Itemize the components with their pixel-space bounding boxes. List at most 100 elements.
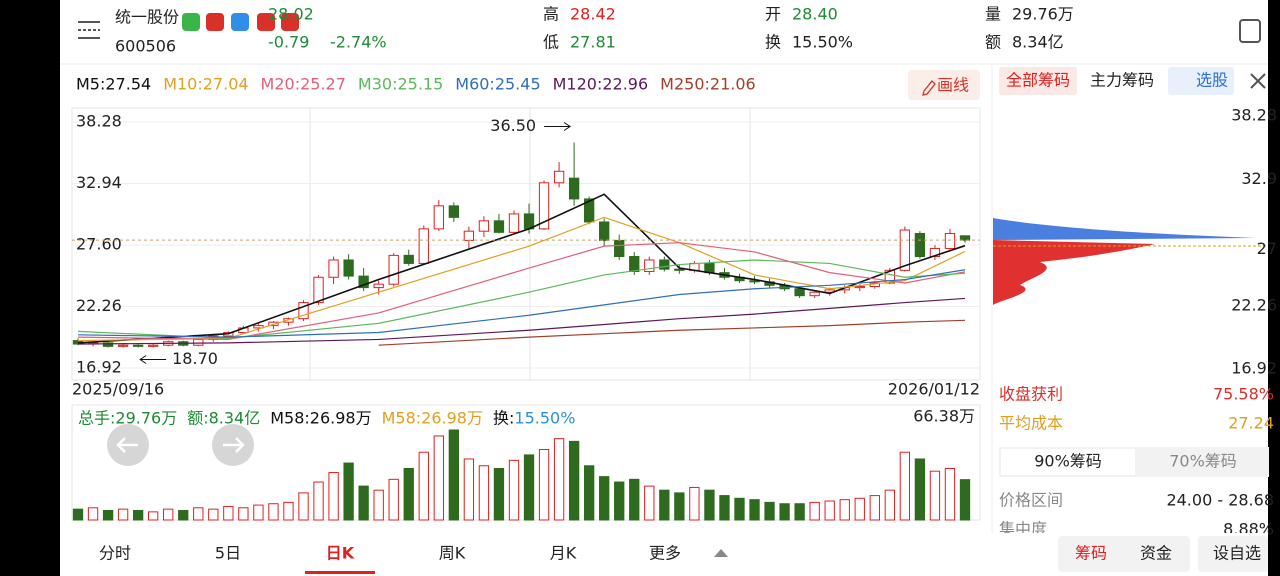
stat-value: 28.40 (792, 5, 838, 24)
ma-line (378, 319, 966, 346)
stat-value: 15.50% (792, 33, 853, 52)
period-tab[interactable]: 更多 (649, 544, 681, 563)
volume-bar (87, 507, 99, 521)
period-tab[interactable]: 日K (326, 544, 355, 563)
tab-bg (1168, 67, 1234, 95)
volume-bar (313, 481, 324, 521)
volume-legend: 换: (493, 409, 514, 428)
period-tab[interactable]: 5日 (215, 544, 241, 563)
detail-value: 24.00 - 28.68 (1166, 491, 1274, 510)
period-tab[interactable]: 周K (439, 544, 466, 563)
candle-body (117, 344, 129, 347)
chip-loss-shape (993, 240, 1155, 305)
volume-bar (388, 478, 399, 521)
stat-value: 27.81 (570, 33, 616, 52)
candle-body (448, 205, 460, 218)
app-bg (60, 0, 1268, 576)
volume-bar (223, 505, 234, 521)
badges (182, 13, 299, 31)
candle-body (944, 232, 956, 249)
volume-bar (403, 467, 414, 521)
stat-label: 平均成本 (999, 414, 1063, 433)
chip-axis: 16.92 22.26 27 32.9 38.28 (1231, 106, 1277, 378)
stat-value: 28.42 (570, 5, 616, 24)
volume-bar (373, 489, 384, 521)
chip-tab[interactable]: 全部筹码 (1006, 71, 1070, 90)
candle-body (959, 235, 971, 241)
candle-body (343, 259, 354, 277)
volume-bar (253, 504, 264, 521)
ma-line (77, 259, 966, 339)
candle-body (914, 232, 926, 258)
volume-bar (283, 501, 294, 521)
volume-bar (478, 465, 490, 521)
candle-body (328, 259, 339, 278)
chip-tick-label: 16.92 (1231, 359, 1277, 378)
volume-bar (328, 472, 339, 521)
volume-legend: M58:26.98万 (270, 409, 371, 428)
volume-bar (884, 489, 895, 521)
candle-body (659, 259, 670, 270)
stat-value: 8.34亿 (1012, 33, 1064, 52)
volume-tick-label: 66.38万 (913, 407, 975, 426)
stat-label: 量 (985, 5, 1001, 24)
annotation-arrow (139, 355, 167, 364)
volume-bar (358, 485, 369, 521)
tab-bg (999, 67, 1077, 95)
candle-body (358, 275, 369, 289)
chip-profit-shape (993, 218, 1255, 240)
volume-bar (869, 495, 880, 521)
volume-bar (929, 470, 941, 521)
chip-tab[interactable]: 选股 (1196, 71, 1228, 90)
chip-tab[interactable]: 主力筹码 (1090, 71, 1154, 90)
candle-body (508, 213, 520, 233)
volume-bar (644, 485, 655, 521)
chip-tick-label: 32.9 (1241, 169, 1277, 188)
y-tick-label: 32.94 (76, 173, 122, 192)
draw-button[interactable] (908, 70, 980, 100)
candle-body (568, 177, 580, 200)
candle-body (538, 182, 550, 230)
candle-body (794, 288, 805, 297)
draw-button-label[interactable]: 画线 (937, 76, 969, 95)
candle-body (749, 280, 760, 283)
volume-bar (418, 451, 429, 521)
volume-legend: M58:26.98万 (382, 409, 483, 428)
range-tab[interactable]: 90%筹码 (1034, 452, 1102, 471)
candle-body (478, 220, 490, 232)
period-tab[interactable]: 月K (550, 544, 577, 563)
volume-legend: 15.50% (514, 409, 575, 428)
volume-bar (72, 508, 84, 521)
phone-icon[interactable] (1239, 19, 1261, 43)
volume-bar (193, 507, 204, 521)
candle-body (313, 276, 324, 304)
stat-value: 75.58% (1213, 385, 1274, 404)
stock-code: 600506 (115, 37, 176, 56)
candle-body (373, 283, 384, 289)
bottom-button[interactable]: 设自选 (1213, 544, 1261, 563)
menu-icon[interactable] (78, 21, 100, 39)
volume-bar (614, 481, 625, 521)
volume-bar (493, 467, 505, 521)
volume-legend: 额:8.34亿 (187, 409, 260, 428)
bottom-button[interactable]: 资金 (1140, 544, 1172, 563)
volume-bar (824, 500, 835, 521)
volume-bar (148, 511, 159, 521)
nav-arrows[interactable] (107, 424, 254, 466)
volume-bar (208, 508, 219, 521)
bottom-button[interactable]: 筹码 (1075, 544, 1107, 563)
range-tab-active (1001, 449, 1135, 475)
candle-body (884, 269, 895, 284)
candle-body (854, 285, 865, 289)
y-tick-label: 16.92 (76, 358, 122, 377)
candle-body (899, 229, 911, 271)
ma-legend: M5:27.54 (76, 75, 151, 94)
close-icon[interactable] (1250, 73, 1266, 89)
chip-tick-label: 22.26 (1231, 295, 1277, 314)
ma-legend: M10:27.04 (163, 75, 248, 94)
candle-body (583, 198, 595, 223)
more-arrow (714, 549, 728, 557)
range-tab[interactable]: 70%筹码 (1169, 452, 1237, 471)
period-tab[interactable]: 分时 (99, 544, 131, 563)
x-date: 2025/09/16 (72, 380, 164, 399)
